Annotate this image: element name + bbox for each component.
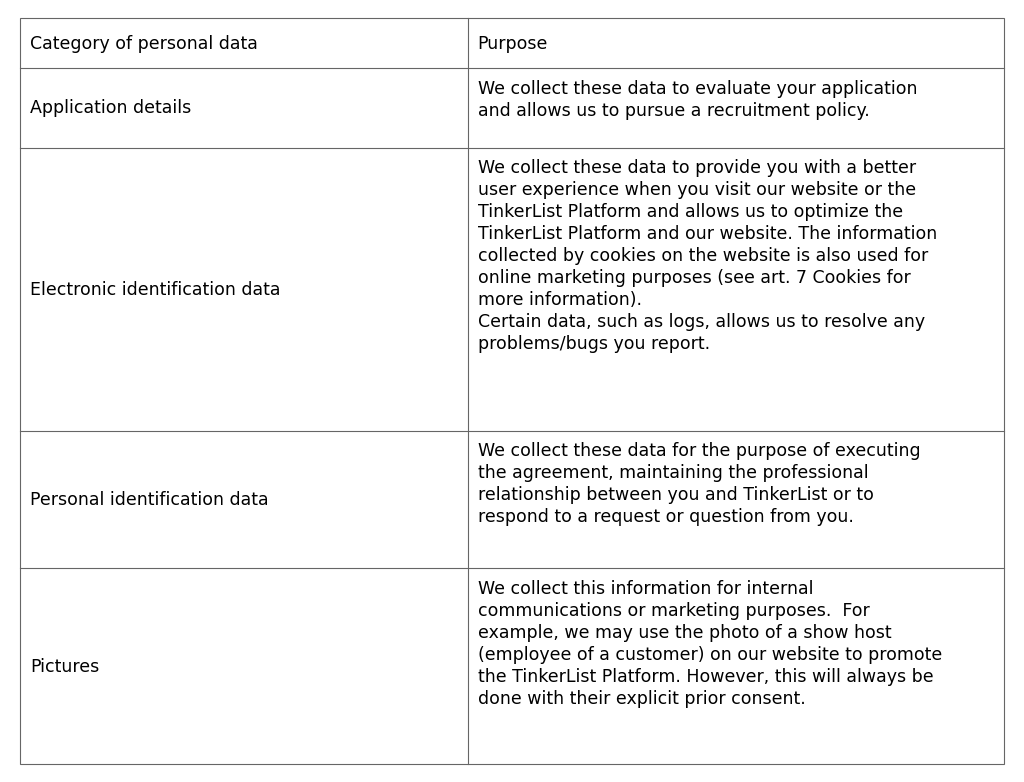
Text: Purpose: Purpose bbox=[478, 34, 548, 52]
Text: communications or marketing purposes.  For: communications or marketing purposes. Fo… bbox=[478, 602, 869, 620]
Text: TinkerList Platform and our website. The information: TinkerList Platform and our website. The… bbox=[478, 225, 937, 243]
Text: We collect this information for internal: We collect this information for internal bbox=[478, 579, 813, 598]
Text: the TinkerList Platform. However, this will always be: the TinkerList Platform. However, this w… bbox=[478, 668, 933, 686]
Text: the agreement, maintaining the professional: the agreement, maintaining the professio… bbox=[478, 465, 868, 482]
Text: problems/bugs you report.: problems/bugs you report. bbox=[478, 335, 710, 353]
Text: Personal identification data: Personal identification data bbox=[30, 491, 268, 509]
Text: online marketing purposes (see art. 7 Cookies for: online marketing purposes (see art. 7 Co… bbox=[478, 269, 910, 287]
Text: collected by cookies on the website is also used for: collected by cookies on the website is a… bbox=[478, 247, 928, 265]
Text: more information).: more information). bbox=[478, 291, 642, 309]
Text: relationship between you and TinkerList or to: relationship between you and TinkerList … bbox=[478, 486, 873, 504]
Text: TinkerList Platform and allows us to optimize the: TinkerList Platform and allows us to opt… bbox=[478, 203, 903, 221]
Text: Electronic identification data: Electronic identification data bbox=[30, 281, 281, 299]
Text: user experience when you visit our website or the: user experience when you visit our websi… bbox=[478, 181, 915, 199]
Text: Certain data, such as logs, allows us to resolve any: Certain data, such as logs, allows us to… bbox=[478, 314, 925, 332]
Text: respond to a request or question from you.: respond to a request or question from yo… bbox=[478, 508, 854, 526]
Text: Category of personal data: Category of personal data bbox=[30, 34, 258, 52]
Text: Application details: Application details bbox=[30, 99, 191, 117]
Text: and allows us to pursue a recruitment policy.: and allows us to pursue a recruitment po… bbox=[478, 102, 869, 120]
Text: We collect these data for the purpose of executing: We collect these data for the purpose of… bbox=[478, 443, 921, 461]
Text: done with their explicit prior consent.: done with their explicit prior consent. bbox=[478, 690, 806, 708]
Text: (employee of a customer) on our website to promote: (employee of a customer) on our website … bbox=[478, 646, 942, 664]
Text: Pictures: Pictures bbox=[30, 658, 99, 676]
Text: We collect these data to provide you with a better: We collect these data to provide you wit… bbox=[478, 160, 915, 178]
Text: We collect these data to evaluate your application: We collect these data to evaluate your a… bbox=[478, 80, 918, 98]
Text: example, we may use the photo of a show host: example, we may use the photo of a show … bbox=[478, 624, 891, 642]
